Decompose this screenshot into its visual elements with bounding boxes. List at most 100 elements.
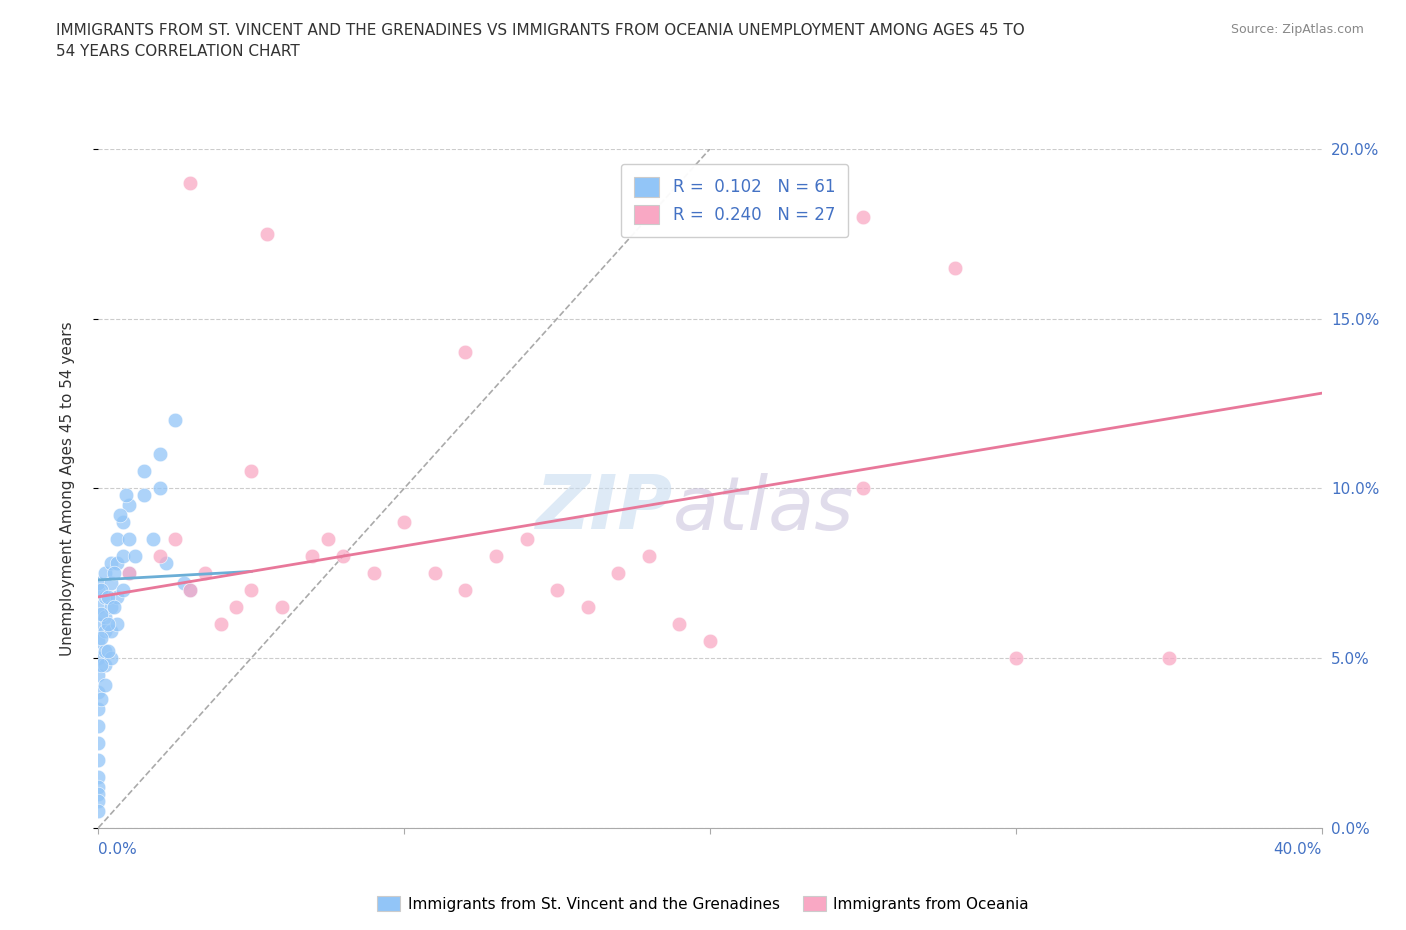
- Point: [105, 555, 128, 570]
- Point: [576, 600, 599, 615]
- Point: [108, 508, 131, 523]
- Point: [93, 610, 115, 625]
- Point: [546, 582, 568, 598]
- Text: 0.0%: 0.0%: [98, 842, 138, 857]
- Point: [155, 555, 177, 570]
- Legend: R =  0.102   N = 61, R =  0.240   N = 27: R = 0.102 N = 61, R = 0.240 N = 27: [621, 164, 848, 237]
- Point: [124, 549, 146, 564]
- Point: [87, 752, 110, 767]
- Point: [87, 787, 110, 802]
- Point: [316, 532, 339, 547]
- Point: [87, 718, 110, 733]
- Point: [97, 644, 120, 658]
- Point: [90, 631, 112, 645]
- Point: [111, 515, 134, 530]
- Point: [256, 226, 278, 241]
- Point: [100, 651, 122, 666]
- Y-axis label: Unemployment Among Ages 45 to 54 years: Unemployment Among Ages 45 to 54 years: [60, 321, 75, 656]
- Text: atlas: atlas: [673, 472, 855, 545]
- Point: [149, 549, 172, 564]
- Point: [301, 549, 323, 564]
- Point: [134, 487, 156, 502]
- Point: [485, 549, 508, 564]
- Point: [100, 623, 122, 638]
- Point: [363, 565, 385, 580]
- Point: [87, 684, 110, 699]
- Point: [118, 565, 141, 580]
- Point: [97, 617, 120, 631]
- Point: [87, 633, 110, 648]
- Point: [1004, 651, 1026, 666]
- Point: [115, 487, 138, 502]
- Point: [103, 565, 125, 580]
- Point: [100, 576, 122, 591]
- Point: [392, 515, 416, 530]
- Point: [179, 175, 201, 191]
- Point: [97, 590, 120, 604]
- Point: [87, 701, 110, 716]
- Text: 40.0%: 40.0%: [1274, 842, 1322, 857]
- Point: [87, 779, 110, 794]
- Point: [118, 532, 141, 547]
- Point: [87, 736, 110, 751]
- Point: [93, 590, 115, 604]
- Point: [87, 793, 110, 808]
- Point: [149, 446, 172, 461]
- Text: ZIP: ZIP: [536, 472, 673, 545]
- Point: [209, 617, 232, 631]
- Point: [332, 549, 354, 564]
- Point: [87, 668, 110, 683]
- Point: [240, 582, 263, 598]
- Point: [852, 481, 875, 496]
- Point: [90, 606, 112, 621]
- Point: [173, 576, 195, 591]
- Text: IMMIGRANTS FROM ST. VINCENT AND THE GRENADINES VS IMMIGRANTS FROM OCEANIA UNEMPL: IMMIGRANTS FROM ST. VINCENT AND THE GREN…: [56, 23, 1025, 60]
- Point: [100, 555, 122, 570]
- Point: [240, 464, 263, 479]
- Point: [179, 582, 201, 598]
- Point: [93, 565, 115, 580]
- Point: [163, 413, 186, 428]
- Point: [105, 590, 128, 604]
- Point: [87, 576, 110, 591]
- Point: [118, 498, 141, 512]
- Point: [225, 600, 247, 615]
- Point: [194, 565, 217, 580]
- Text: Source: ZipAtlas.com: Source: ZipAtlas.com: [1230, 23, 1364, 36]
- Point: [87, 582, 110, 598]
- Point: [423, 565, 446, 580]
- Point: [668, 617, 690, 631]
- Point: [87, 600, 110, 615]
- Point: [943, 260, 966, 275]
- Point: [454, 345, 477, 360]
- Point: [87, 769, 110, 784]
- Point: [699, 633, 721, 648]
- Point: [134, 464, 156, 479]
- Point: [93, 658, 115, 672]
- Point: [118, 565, 141, 580]
- Point: [111, 582, 134, 598]
- Point: [87, 651, 110, 666]
- Point: [852, 209, 875, 224]
- Point: [270, 600, 294, 615]
- Point: [87, 617, 110, 631]
- Point: [149, 481, 172, 496]
- Point: [90, 691, 112, 706]
- Point: [1157, 651, 1180, 666]
- Point: [142, 532, 165, 547]
- Point: [163, 532, 186, 547]
- Point: [607, 565, 630, 580]
- Point: [90, 658, 112, 672]
- Point: [93, 623, 115, 638]
- Point: [454, 582, 477, 598]
- Point: [516, 532, 538, 547]
- Point: [111, 549, 134, 564]
- Point: [105, 532, 128, 547]
- Point: [87, 804, 110, 818]
- Legend: Immigrants from St. Vincent and the Grenadines, Immigrants from Oceania: Immigrants from St. Vincent and the Gren…: [371, 889, 1035, 918]
- Point: [93, 644, 115, 658]
- Point: [179, 582, 201, 598]
- Point: [638, 549, 661, 564]
- Point: [103, 600, 125, 615]
- Point: [105, 617, 128, 631]
